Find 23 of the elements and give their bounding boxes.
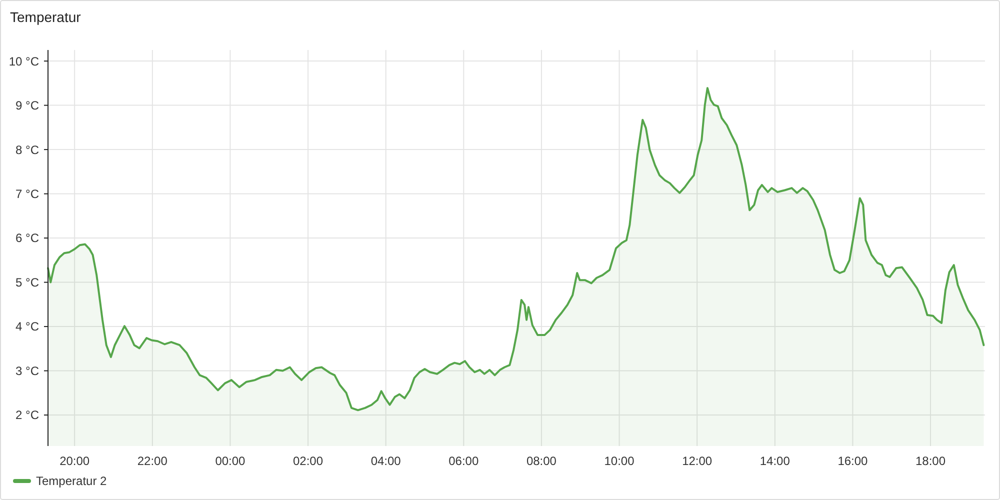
y-tick-label: 9 °C <box>16 98 40 113</box>
y-tick-label: 5 °C <box>16 275 40 290</box>
x-tick-label: 22:00 <box>137 454 168 468</box>
y-tick-label: 7 °C <box>16 187 40 201</box>
x-tick-label: 04:00 <box>370 454 402 468</box>
y-tick-label: 6 °C <box>16 231 40 246</box>
x-tick-label: 18:00 <box>916 454 946 468</box>
chart-title: Temperatur <box>10 9 82 25</box>
y-tick-label: 4 °C <box>16 320 40 334</box>
x-tick-label: 20:00 <box>60 454 90 468</box>
y-tick-label: 3 °C <box>16 364 40 378</box>
x-tick-label: 06:00 <box>448 454 479 468</box>
y-tick-label: 10 °C <box>8 54 40 68</box>
x-tick-label: 12:00 <box>682 454 712 468</box>
legend-label: Temperatur 2 <box>36 474 108 488</box>
x-tick-label: 14:00 <box>760 454 790 468</box>
y-tick-label: 8 °C <box>16 142 40 157</box>
x-tick-label: 08:00 <box>526 454 557 468</box>
x-tick-label: 10:00 <box>604 454 635 468</box>
y-tick-label: 2 °C <box>16 408 40 422</box>
x-tick-label: 16:00 <box>838 454 868 468</box>
x-tick-label: 00:00 <box>215 454 246 468</box>
x-tick-label: 02:00 <box>293 454 324 468</box>
